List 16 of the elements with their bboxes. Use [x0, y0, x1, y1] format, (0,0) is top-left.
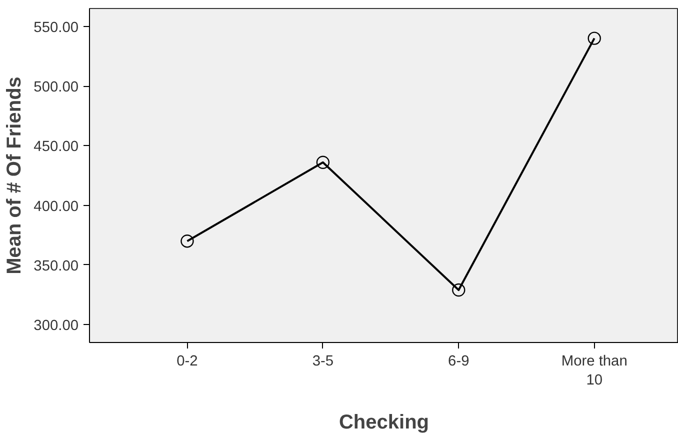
point [588, 32, 601, 45]
y-tick-label: 400.00 [34, 198, 78, 215]
x-tick-label: 6-9 [448, 354, 470, 370]
y-tick-label: 350.00 [34, 258, 78, 274]
x-tick-label: 0-2 [176, 354, 198, 370]
x-axis-title: Checking [338, 412, 430, 434]
x-tick-label: 3-5 [312, 354, 334, 370]
x-tick-label: More than 10 [561, 354, 628, 389]
point [452, 283, 466, 297]
y-tick-label: 450.00 [34, 139, 78, 156]
point [316, 156, 330, 169]
y-tick-label: 550.00 [34, 20, 78, 36]
y-tick-label: 300.00 [34, 318, 78, 334]
point [180, 234, 194, 248]
y-axis-title: Mean of # Of Friends [4, 76, 26, 274]
y-tick-label: 500.00 [34, 80, 78, 96]
